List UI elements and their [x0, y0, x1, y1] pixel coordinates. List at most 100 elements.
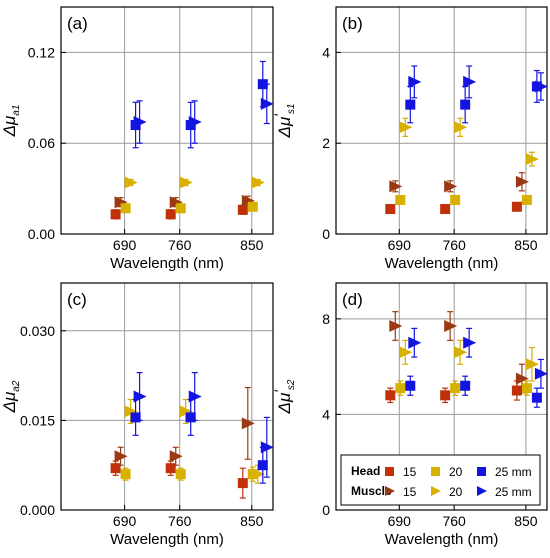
data-point-square	[511, 385, 522, 396]
x-tick-label: 850	[240, 513, 264, 529]
data-point-square	[385, 390, 396, 401]
data-point-triangle	[169, 450, 183, 463]
panel-label: (c)	[67, 290, 87, 309]
data-point-triangle	[408, 75, 422, 88]
y-axis-label-prime: ′	[271, 113, 287, 117]
y-axis-label-sub: s2	[286, 379, 297, 390]
data-point-square	[237, 478, 248, 489]
y-tick-label: 4	[322, 406, 330, 422]
y-axis-label-sub: a1	[11, 105, 22, 116]
data-point-square	[531, 392, 542, 403]
data-point-triangle	[399, 121, 413, 134]
panel-b: 0 2 4 690 760 850 Wavelength (nm) Δμ′s1 (b)	[271, 6, 548, 272]
data-point-square	[511, 201, 522, 212]
y-axis-label-main: Δμ	[0, 391, 19, 413]
data-point-triangle	[463, 336, 477, 349]
data-point-square	[521, 383, 532, 394]
legend-marker-triangle	[385, 486, 395, 496]
x-tick-label: 760	[442, 237, 466, 253]
y-tick-label: 0	[322, 502, 330, 518]
y-axis-label-prime: ′	[271, 389, 287, 393]
y-tick-label: 4	[322, 44, 330, 60]
data-point-square	[450, 194, 461, 205]
x-tick-label: 760	[168, 237, 192, 253]
data-point-triangle	[179, 405, 193, 418]
legend-head-label: Head	[351, 464, 380, 478]
legend-entry-label: 20	[449, 485, 463, 499]
y-axis-label-sub: a2	[11, 380, 22, 392]
y-tick-label: 8	[322, 311, 330, 327]
data-point-triangle	[444, 320, 458, 333]
data-point-square	[440, 390, 451, 401]
x-tick-label: 760	[168, 513, 192, 529]
series-head-20	[120, 466, 258, 482]
panel-label: (a)	[67, 14, 88, 33]
legend-marker-triangle	[431, 486, 441, 496]
data-point-triangle	[124, 176, 138, 189]
data-point-triangle	[188, 390, 202, 403]
legend-marker-triangle	[477, 486, 487, 496]
data-point-square	[247, 201, 258, 212]
y-tick-label: 2	[322, 135, 330, 151]
data-point-triangle	[515, 175, 529, 188]
x-tick-label: 690	[113, 513, 137, 529]
series-muscle-20	[124, 176, 265, 189]
data-point-square	[440, 204, 451, 215]
data-point-square	[450, 383, 461, 394]
series-head-20	[395, 194, 532, 205]
data-point-triangle	[169, 196, 183, 209]
legend-entry-label: 25 mm	[495, 465, 532, 479]
data-point-triangle	[188, 116, 202, 129]
data-point-triangle	[179, 176, 193, 189]
y-axis-label: Δμa1	[0, 105, 22, 138]
data-point-triangle	[114, 196, 128, 209]
data-point-square	[405, 99, 416, 110]
series-head-25	[405, 69, 542, 124]
x-axis-label: Wavelength (nm)	[110, 531, 224, 548]
data-point-triangle	[534, 367, 548, 380]
legend-entry-label: 15	[403, 465, 417, 479]
series-muscle-15	[389, 172, 529, 193]
y-axis-label-main: Δμ	[0, 115, 19, 137]
x-tick-label: 850	[240, 237, 264, 253]
data-point-square	[395, 194, 406, 205]
data-point-square	[110, 463, 121, 474]
series-muscle-25	[408, 327, 548, 389]
y-tick-label: 0.000	[20, 502, 55, 518]
x-tick-label: 760	[442, 513, 466, 529]
y-axis-label-sub: s1	[286, 104, 297, 115]
data-point-square	[130, 412, 141, 423]
data-point-triangle	[241, 417, 255, 430]
data-point-triangle	[399, 346, 413, 359]
panel-d: 0 4 8 690 760 850 Wavelength (nm) Δμ′s2 (d)	[271, 282, 548, 548]
y-tick-label: 0.030	[20, 323, 55, 339]
data-point-square	[175, 203, 186, 214]
series-head-20	[395, 380, 532, 396]
series-muscle-20	[399, 339, 539, 382]
x-tick-label: 850	[514, 513, 538, 529]
data-point-square	[185, 412, 196, 423]
data-point-square	[460, 380, 471, 391]
data-point-square	[405, 380, 416, 391]
legend-entry-label: 20	[449, 465, 463, 479]
legend-marker-square	[477, 467, 486, 476]
series-muscle-25	[408, 65, 548, 101]
y-axis-label: Δμa2	[0, 380, 22, 413]
x-axis-label: Wavelength (nm)	[385, 255, 499, 272]
panel-label: (b)	[342, 14, 363, 33]
data-point-triangle	[241, 194, 255, 207]
data-point-triangle	[251, 468, 265, 481]
data-point-triangle	[525, 358, 539, 371]
data-point-square	[165, 463, 176, 474]
data-point-square	[120, 203, 131, 214]
x-tick-label: 850	[514, 237, 538, 253]
y-tick-label: 0.12	[28, 44, 55, 60]
series-head-25	[405, 375, 542, 408]
legend-muscle-label: Muscle	[351, 484, 392, 498]
y-axis-label-main: Δμ	[275, 392, 294, 414]
legend-box	[340, 454, 541, 506]
data-point-square	[460, 99, 471, 110]
data-point-triangle	[251, 176, 265, 189]
series-muscle-25	[133, 372, 274, 478]
